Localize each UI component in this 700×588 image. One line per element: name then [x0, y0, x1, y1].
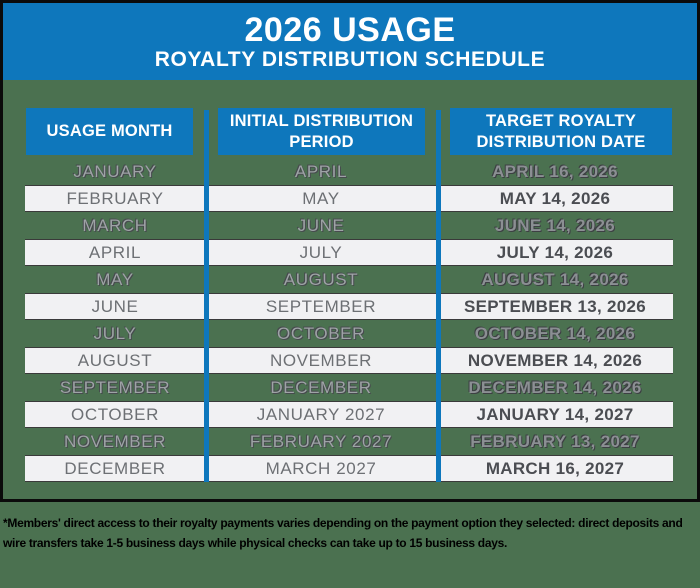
initial-distribution-period-cell: NOVEMBER	[269, 351, 373, 370]
column-header-target-royalty-distribution-date: TARGET ROYALTY DISTRIBUTION DATE	[450, 108, 672, 155]
target-distribution-date-cell: MARCH 16, 2027	[485, 459, 625, 478]
title-banner: 2026 USAGE ROYALTY DISTRIBUTION SCHEDULE	[3, 3, 697, 80]
initial-distribution-period-cell: MARCH 2027	[265, 459, 377, 478]
table-row: JULY OCTOBER OCTOBER 14, 2026	[25, 320, 673, 347]
initial-distribution-period-cell: OCTOBER	[277, 324, 365, 343]
table-row: JUNE SEPTEMBER SEPTEMBER 13, 2026	[25, 293, 673, 320]
target-distribution-date-cell: JULY 14, 2026	[496, 243, 614, 262]
usage-month-cell: JULY	[93, 324, 137, 343]
target-distribution-date-cell: OCTOBER 14, 2026	[474, 324, 636, 343]
page-subtitle: ROYALTY DISTRIBUTION SCHEDULE	[154, 48, 546, 71]
initial-distribution-period-cell: FEBRUARY 2027	[249, 432, 393, 451]
initial-distribution-period-cell: APRIL	[294, 162, 348, 181]
table-body: JANUARY APRIL APRIL 16, 2026 FEBRUARY MAY MAY…	[25, 158, 673, 482]
usage-month-cell: APRIL	[88, 243, 142, 262]
column-separator-line-2	[436, 110, 441, 482]
column-separator-line-1	[204, 110, 209, 482]
usage-month-cell: NOVEMBER	[63, 432, 167, 451]
table-row: OCTOBER JANUARY 2027 JANUARY 14, 2027	[25, 401, 673, 428]
usage-month-cell: MARCH	[82, 216, 148, 235]
initial-distribution-period-cell: JULY	[299, 243, 343, 262]
usage-month-cell: FEBRUARY	[66, 189, 164, 208]
column-header-usage-month: USAGE MONTH	[26, 108, 193, 155]
table-row: DECEMBER MARCH 2027 MARCH 16, 2027	[25, 455, 673, 482]
target-distribution-date-cell: SEPTEMBER 13, 2026	[463, 297, 647, 316]
table-row: SEPTEMBER DECEMBER DECEMBER 14, 2026	[25, 374, 673, 401]
footnote-text: *Members' direct access to their royalty…	[3, 516, 683, 550]
target-distribution-date-cell: FEBRUARY 13, 2027	[470, 432, 640, 451]
usage-month-cell: AUGUST	[77, 351, 153, 370]
target-distribution-date-cell: AUGUST 14, 2026	[481, 270, 629, 289]
table-row: MARCH JUNE JUNE 14, 2026	[25, 212, 673, 239]
initial-distribution-period-cell: JUNE	[297, 216, 345, 235]
target-distribution-date-cell: APRIL 16, 2026	[492, 162, 618, 181]
usage-month-cell: MAY	[96, 270, 134, 289]
initial-distribution-period-cell: SEPTEMBER	[265, 297, 377, 316]
usage-month-cell: SEPTEMBER	[59, 378, 171, 397]
table-row: NOVEMBER FEBRUARY 2027 FEBRUARY 13, 2027	[25, 428, 673, 455]
target-distribution-date-cell: DECEMBER 14, 2026	[468, 378, 642, 397]
table-row: APRIL JULY JULY 14, 2026	[25, 239, 673, 266]
column-header-initial-distribution-period: INITIAL DISTRIBUTION PERIOD	[218, 108, 425, 155]
table-row: MAY AUGUST AUGUST 14, 2026	[25, 266, 673, 293]
initial-distribution-period-cell: JANUARY 2027	[256, 405, 386, 424]
target-distribution-date-cell: JANUARY 14, 2027	[476, 405, 634, 424]
usage-month-cell: OCTOBER	[71, 405, 159, 424]
table-row: AUGUST NOVEMBER NOVEMBER 14, 2026	[25, 347, 673, 374]
table-row: FEBRUARY MAY MAY 14, 2026	[25, 185, 673, 212]
target-distribution-date-cell: JUNE 14, 2026	[494, 216, 616, 235]
target-distribution-date-cell: NOVEMBER 14, 2026	[467, 351, 643, 370]
initial-distribution-period-cell: MAY	[302, 189, 340, 208]
usage-month-cell: JUNE	[91, 297, 139, 316]
initial-distribution-period-cell: DECEMBER	[270, 378, 372, 397]
usage-month-cell: JANUARY	[73, 162, 157, 181]
table-row: JANUARY APRIL APRIL 16, 2026	[25, 158, 673, 185]
target-distribution-date-cell: MAY 14, 2026	[499, 189, 611, 208]
initial-distribution-period-cell: AUGUST	[283, 270, 359, 289]
page-title: 2026 USAGE	[244, 11, 456, 49]
usage-month-cell: DECEMBER	[64, 459, 166, 478]
